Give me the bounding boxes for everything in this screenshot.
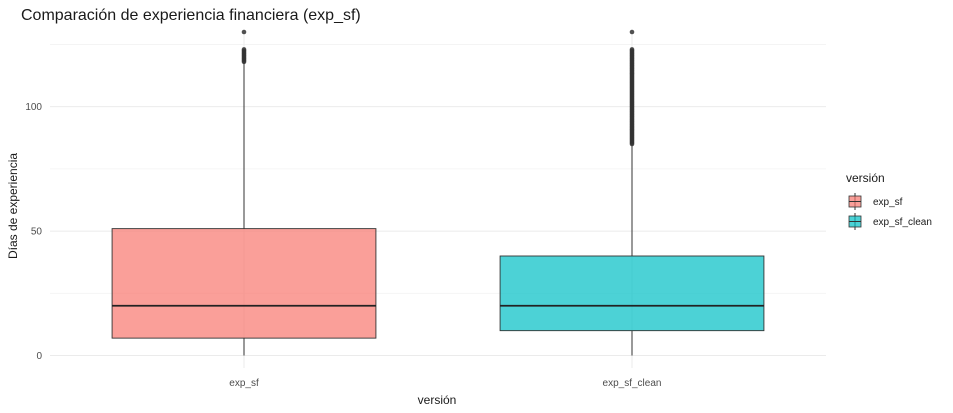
y-axis-title: Días de experiencia — [6, 153, 20, 259]
chart-title: Comparación de experiencia financiera (e… — [21, 7, 361, 24]
boxplot-exp_sf_clean — [499, 29, 765, 356]
x-tick-label: exp_sf_clean — [603, 378, 662, 389]
box-iqr — [499, 255, 765, 332]
x-axis-ticks: exp_sf exp_sf_clean — [229, 378, 661, 389]
y-axis-ticks: 0 50 100 — [25, 102, 42, 362]
y-tick-label: 100 — [25, 102, 42, 113]
outlier-point — [629, 47, 635, 52]
legend-item-exp_sf: exp_sf — [848, 193, 903, 210]
outliers — [629, 29, 635, 147]
box-iqr — [111, 228, 377, 339]
legend-item-exp_sf_clean: exp_sf_clean — [848, 213, 932, 230]
legend: versión exp_sf exp_sf_clean — [846, 171, 932, 230]
outlier-point — [241, 47, 247, 52]
legend-label: exp_sf_clean — [873, 217, 932, 228]
y-tick-label: 50 — [31, 227, 43, 238]
boxplot-exp_sf — [111, 29, 377, 356]
y-tick-label: 0 — [36, 351, 42, 362]
outlier-point — [629, 29, 635, 35]
legend-title: versión — [846, 171, 885, 185]
x-tick-label: exp_sf — [229, 378, 259, 389]
legend-label: exp_sf — [873, 197, 903, 208]
boxplots — [111, 29, 765, 356]
x-axis-title: versión — [418, 393, 457, 407]
outlier-point — [241, 29, 247, 35]
outliers — [241, 29, 247, 65]
